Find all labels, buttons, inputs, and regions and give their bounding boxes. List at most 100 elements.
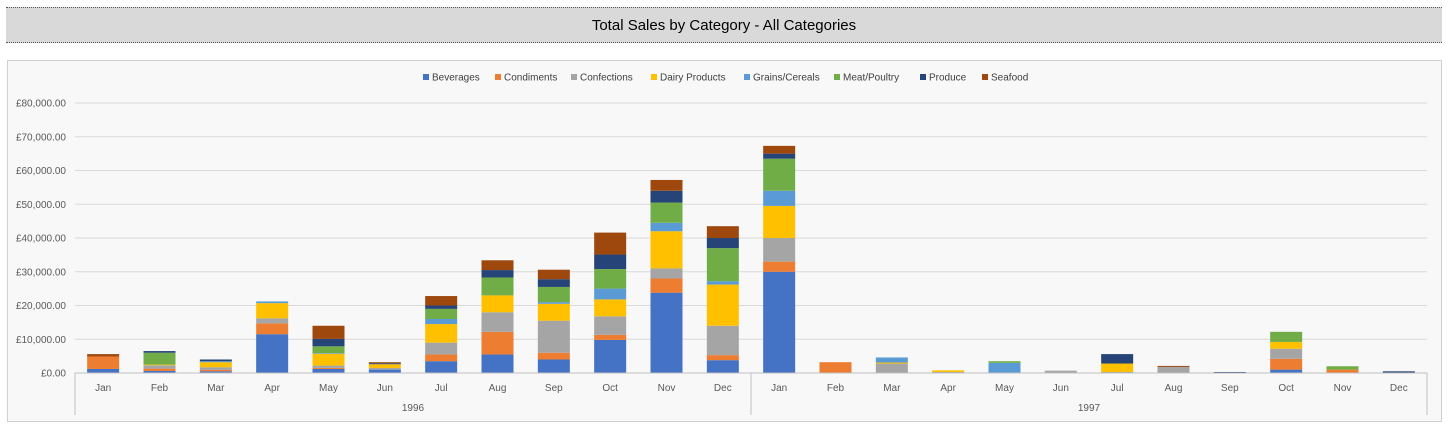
bar-dairy-products-6 (368, 364, 401, 368)
x-tick-label-11: Nov (658, 383, 676, 394)
bar-seafood-12 (706, 226, 739, 238)
bar-seafood-8 (481, 260, 514, 271)
bar-meat-poultry-10 (594, 269, 627, 289)
bar-meat-poultry-23 (1326, 366, 1359, 370)
bar-dairy-products-10 (594, 299, 627, 317)
bar-meat-poultry-22 (1270, 331, 1303, 342)
bar-condiments-7 (425, 354, 458, 362)
bar-confections-5 (312, 365, 345, 368)
bar-produce-11 (650, 190, 683, 203)
bar-seafood-10 (594, 232, 627, 255)
bar-condiments-1 (87, 356, 120, 369)
bar-confections-2 (143, 365, 176, 369)
bar-seafood-5 (312, 325, 345, 339)
legend-swatch-meat-poultry (834, 74, 840, 80)
bar-dairy-products-9 (537, 303, 570, 321)
x-tick-label-2: Feb (151, 383, 169, 394)
bar-beverages-8 (481, 354, 514, 373)
bar-confections-20 (1157, 366, 1190, 373)
bar-produce-6 (368, 363, 401, 365)
x-tick-label-18: Jun (1053, 383, 1069, 394)
x-tick-label-7: Jul (435, 383, 448, 394)
legend-label-meat-poultry: Meat/Poultry (843, 73, 899, 84)
bar-produce-24 (1382, 371, 1415, 373)
x-tick-label-13: Jan (771, 383, 787, 394)
bar-dairy-products-19 (1101, 363, 1134, 372)
bar-confections-19 (1101, 371, 1134, 373)
bar-dairy-products-2 (143, 364, 176, 366)
legend-swatch-beverages (423, 74, 429, 80)
legend-label-produce: Produce (929, 73, 967, 84)
bar-condiments-11 (650, 278, 683, 293)
x-tick-label-23: Nov (1334, 383, 1352, 394)
y-tick-label-1: £10,000.00 (16, 335, 66, 346)
legend-swatch-confections (571, 74, 577, 80)
bar-confections-8 (481, 312, 514, 332)
bar-confections-13 (763, 238, 796, 262)
y-tick-label-4: £40,000.00 (16, 234, 66, 245)
x-tick-label-12: Dec (714, 383, 732, 394)
legend-swatch-grains-cereals (744, 74, 750, 80)
bar-beverages-3 (199, 371, 232, 373)
x-tick-label-10: Oct (602, 383, 618, 394)
bar-grains-cereals-17 (988, 362, 1021, 373)
bar-produce-13 (763, 153, 796, 159)
bar-grains-cereals-10 (594, 288, 627, 300)
bar-condiments-22 (1270, 358, 1303, 370)
x-tick-label-17: May (995, 383, 1014, 394)
bar-produce-8 (481, 270, 514, 278)
bar-dairy-products-16 (932, 370, 965, 372)
bar-grains-cereals-3 (199, 361, 232, 363)
bar-condiments-9 (537, 352, 570, 360)
bar-confections-15 (875, 363, 908, 373)
bar-confections-16 (932, 371, 965, 373)
bar-beverages-9 (537, 359, 570, 373)
legend-label-seafood: Seafood (991, 73, 1028, 84)
bar-meat-poultry-2 (143, 352, 176, 365)
bar-beverages-6 (368, 369, 401, 373)
x-tick-label-21: Sep (1221, 383, 1239, 394)
bar-grains-cereals-13 (763, 190, 796, 206)
legend-swatch-condiments (495, 74, 501, 80)
bar-confections-3 (199, 367, 232, 370)
bar-meat-poultry-11 (650, 202, 683, 223)
legend-swatch-dairy-products (651, 74, 657, 80)
bar-dairy-products-7 (425, 324, 458, 343)
bar-meat-poultry-13 (763, 158, 796, 191)
bar-meat-poultry-7 (425, 308, 458, 319)
bar-produce-12 (706, 238, 739, 249)
bar-dairy-products-13 (763, 205, 796, 238)
bar-meat-poultry-5 (312, 346, 345, 354)
bar-beverages-7 (425, 361, 458, 373)
bar-meat-poultry-9 (537, 286, 570, 303)
bar-seafood-20 (1157, 365, 1190, 367)
x-tick-label-15: Mar (883, 383, 901, 394)
bar-confections-4 (256, 318, 289, 324)
y-tick-label-0: £0.00 (41, 369, 66, 380)
bar-dairy-products-15 (875, 362, 908, 364)
chart-title-bar: Total Sales by Category - All Categories (6, 7, 1442, 43)
bar-condiments-13 (763, 261, 796, 272)
bar-beverages-13 (763, 271, 796, 373)
bar-meat-poultry-12 (706, 248, 739, 282)
y-tick-label-8: £80,000.00 (16, 99, 66, 110)
legend-swatch-produce (920, 74, 926, 80)
bar-produce-3 (199, 359, 232, 362)
bar-beverages-2 (143, 370, 176, 373)
x-tick-label-22: Oct (1278, 383, 1294, 394)
bar-produce-19 (1101, 354, 1134, 364)
bar-beverages-4 (256, 334, 289, 373)
bar-grains-cereals-5 (312, 353, 345, 354)
y-tick-label-6: £60,000.00 (16, 166, 66, 177)
bar-dairy-products-5 (312, 353, 345, 366)
bar-dairy-products-8 (481, 295, 514, 313)
y-tick-label-7: £70,000.00 (16, 132, 66, 143)
bar-dairy-products-3 (199, 362, 232, 368)
bar-confections-12 (706, 325, 739, 356)
bar-produce-9 (537, 279, 570, 287)
chart-area: £0.00 £10,000.00 £20,000.00 £30,000.00 £40,0… (7, 60, 1442, 422)
bar-condiments-14 (819, 362, 852, 373)
bar-confections-9 (537, 320, 570, 353)
bar-seafood-9 (537, 269, 570, 280)
bar-beverages-10 (594, 339, 627, 373)
